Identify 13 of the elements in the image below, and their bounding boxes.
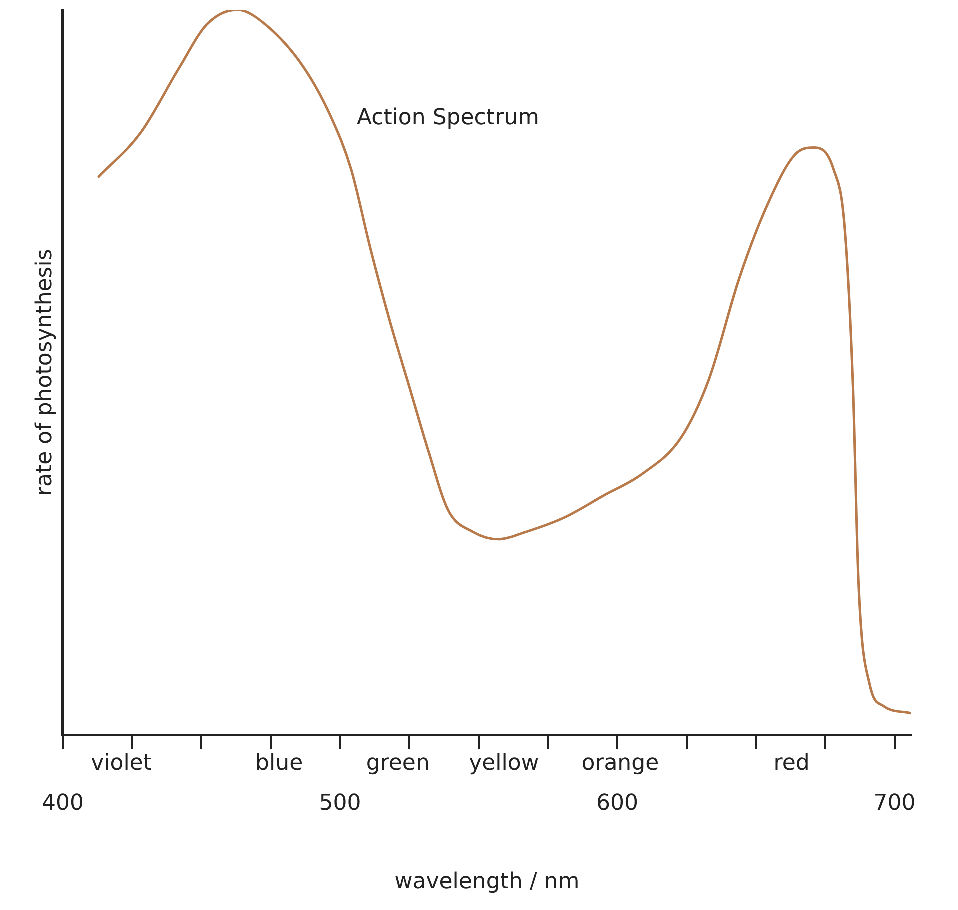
x-tick-label: 400 xyxy=(42,791,84,816)
text: green xyxy=(366,750,430,776)
text: violet xyxy=(91,750,152,776)
x-tick-label: 600 xyxy=(596,791,639,816)
text: yellow xyxy=(469,750,540,776)
series-label: Action Spectrum xyxy=(356,106,540,130)
x-tick-label: 500 xyxy=(319,791,362,816)
y-axis-title: rate of photosynthesis xyxy=(32,249,58,496)
text: red xyxy=(774,750,810,776)
x-axis-title: wavelength / nm xyxy=(394,870,580,895)
text: blue xyxy=(256,750,304,776)
text: orange xyxy=(582,750,660,776)
x-tick-label: 700 xyxy=(874,791,916,816)
